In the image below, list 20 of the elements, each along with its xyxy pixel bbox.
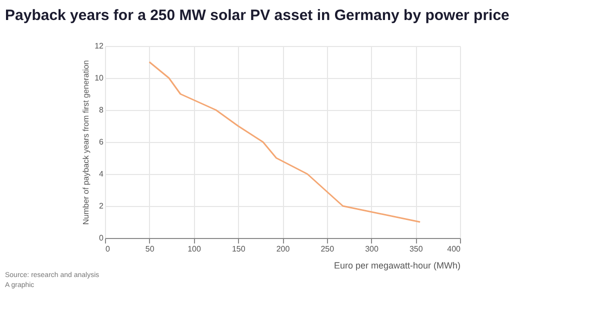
line-series [148, 61, 421, 223]
y-tick-label: 2 [99, 202, 104, 210]
x-tick-label: 100 [188, 244, 202, 254]
x-tick-label: 400 [447, 244, 462, 254]
y-tick-label: 12 [94, 42, 104, 50]
x-tick-label: 50 [145, 244, 155, 254]
x-tick-label: 350 [409, 244, 424, 254]
chart-title: Payback years for a 250 MW solar PV asset in Germany by power price [5, 7, 510, 24]
y-tick-label: 8 [99, 106, 104, 114]
x-axis-title: Euro per megawatt-hour (MWh) [334, 260, 460, 270]
x-tick-label: 200 [276, 244, 290, 254]
y-axis-title: Number of payback years from first generation [82, 60, 91, 225]
x-tick-label: 150 [232, 244, 246, 254]
x-tick-label: 250 [320, 244, 335, 254]
y-tick-label: 0 [99, 234, 104, 242]
x-tick-label: 300 [365, 244, 379, 254]
y-tick-label: 6 [99, 138, 104, 146]
x-tick-label: 0 [106, 244, 110, 254]
y-tick-label: 4 [99, 170, 104, 178]
y-tick-label: 10 [94, 74, 104, 82]
